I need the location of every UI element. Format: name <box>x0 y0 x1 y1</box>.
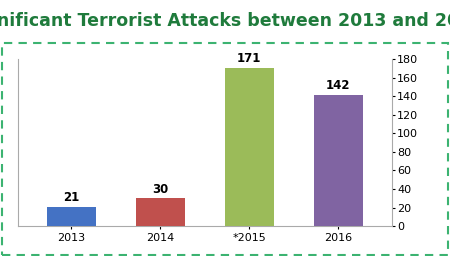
Bar <box>136 198 185 226</box>
Bar <box>225 68 274 226</box>
Text: Significant Terrorist Attacks between 2013 and 2016: Significant Terrorist Attacks between 20… <box>0 12 450 30</box>
Text: 171: 171 <box>237 52 261 65</box>
Bar <box>314 94 363 226</box>
Text: 30: 30 <box>152 183 168 196</box>
Text: 21: 21 <box>63 191 80 204</box>
Text: 142: 142 <box>326 79 351 92</box>
Bar <box>47 207 96 226</box>
